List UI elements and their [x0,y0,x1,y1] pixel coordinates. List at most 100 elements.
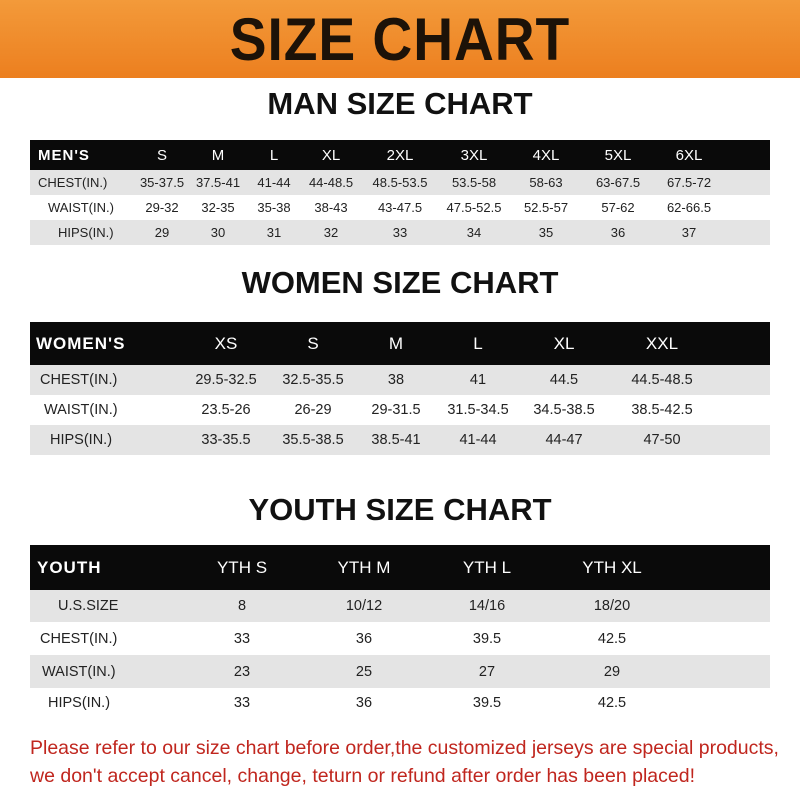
size-value: 44-47 [545,432,583,448]
measurement-label: HIPS(IN.) [50,432,113,448]
size-value: 35 [538,225,554,240]
table-row: CHEST(IN.) 29.5-32.5 32.5-35.5 38 41 44.5 44.5… [30,365,770,395]
size-column-header: 5XL [604,146,632,164]
size-value: 37.5-41 [195,175,241,190]
measurement-label: WAIST(IN.) [44,402,118,418]
size-value: 63-67.5 [595,175,641,190]
table-header-label: WOMEN'S [36,333,126,353]
size-value: 35-37.5 [139,175,185,190]
size-value: 33 [233,695,251,711]
size-column-header: M [388,333,404,353]
size-column-header: XS [214,333,238,353]
size-value: 33 [392,225,408,240]
size-column-header: 4XL [532,146,560,164]
table-row: CHEST(IN.) 35-37.5 37.5-41 41-44 44-48.5 48.5… [30,170,770,195]
size-value: 47-50 [643,432,681,448]
size-value: 48.5-53.5 [372,175,428,190]
size-value: 36 [610,225,626,240]
size-value: 58-63 [529,175,563,190]
size-value: 39.5 [472,630,502,647]
size-value: 23.5-26 [201,402,251,418]
size-column-header: XL [321,146,341,164]
notice-line-1: Please refer to our size chart before or… [30,737,779,759]
table-row: HIPS(IN.) 33 36 39.5 42.5 [30,688,770,718]
size-value: 43-47.5 [377,200,423,215]
size-column-header: 3XL [460,146,488,164]
size-column-header: YTH L [462,557,512,577]
size-value: 38.5-42.5 [631,402,693,418]
size-value: 29-32 [145,200,179,215]
size-value: 52.5-57 [523,200,569,215]
size-value: 27 [478,663,496,680]
size-value: 18/20 [593,598,631,614]
size-value: 26-29 [294,402,332,418]
measurement-label: CHEST(IN.) [40,630,118,647]
size-value: 38-43 [314,200,348,215]
table-row: CHEST(IN.) 33 36 39.5 42.5 [30,622,770,655]
size-value: 23 [233,663,251,680]
size-value: 35.5-38.5 [282,432,344,448]
size-value: 37 [681,225,697,240]
order-notice: Please refer to our size chart before or… [30,734,790,790]
women-section-title: WOMEN SIZE CHART [241,265,559,300]
size-value: 38 [387,372,405,388]
size-value: 29-31.5 [371,402,421,418]
size-value: 44.5-48.5 [631,372,693,388]
notice-line-2: we don't accept cancel, change, teturn o… [30,765,695,787]
measurement-label: CHEST(IN.) [38,175,108,190]
youth-size-table: YOUTH YTH S YTH M YTH L YTH XL U.S.SIZE 8 10/12… [30,545,770,718]
size-value: 32 [323,225,339,240]
table-header-row: WOMEN'S XS S M L XL XXL [30,322,770,365]
size-value: 34 [466,225,482,240]
size-value: 39.5 [472,695,502,711]
size-value: 62-66.5 [666,200,712,215]
size-value: 53.5-58 [451,175,497,190]
size-value: 41 [469,372,487,388]
size-value: 44.5 [549,372,579,388]
size-column-header: S [307,333,319,353]
size-value: 41-44 [257,175,291,190]
size-column-header: M [211,146,225,164]
size-value: 30 [210,225,226,240]
size-value: 47.5-52.5 [446,200,502,215]
size-value: 33-35.5 [201,432,251,448]
size-value: 29 [603,663,621,680]
size-column-header: YTH M [337,557,391,577]
size-value: 67.5-72 [666,175,712,190]
size-column-header: L [473,333,483,353]
size-value: 31 [266,225,282,240]
size-column-header: XL [553,333,575,353]
measurement-label: HIPS(IN.) [48,695,111,711]
table-header-row: YOUTH YTH S YTH M YTH L YTH XL [30,545,770,590]
size-value: 14/16 [468,598,506,614]
men-section-title: MAN SIZE CHART [267,86,533,121]
size-column-header: XXL [645,333,679,353]
measurement-label: HIPS(IN.) [58,225,114,240]
table-header-label: MEN'S [38,146,90,164]
table-row: U.S.SIZE 8 10/12 14/16 18/20 [30,590,770,622]
size-value: 25 [355,663,373,680]
table-row: WAIST(IN.) 23 25 27 29 [30,655,770,688]
size-value: 33 [233,630,251,647]
table-header-row: MEN'S S M L XL 2XL 3XL 4XL 5XL 6XL [30,140,770,170]
measurement-label: WAIST(IN.) [48,200,114,215]
size-value: 10/12 [345,598,383,614]
size-column-header: 2XL [386,146,414,164]
size-column-header: S [156,146,168,164]
table-row: HIPS(IN.) 29 30 31 32 33 34 35 36 37 [30,220,770,245]
banner-title: SIZE CHART [229,5,571,73]
size-value: 29 [154,225,170,240]
size-value: 34.5-38.5 [533,402,595,418]
size-value: 32.5-35.5 [282,372,344,388]
men-size-table: MEN'S S M L XL 2XL 3XL 4XL 5XL 6XL CHEST(IN.) 35-37… [30,140,770,245]
size-value: 42.5 [597,630,627,647]
size-chart-banner: SIZE CHART [0,0,800,78]
table-row: HIPS(IN.) 33-35.5 35.5-38.5 38.5-41 41-44 44-… [30,425,770,455]
size-value: 38.5-41 [371,432,421,448]
measurement-label: U.S.SIZE [58,598,119,614]
size-value: 42.5 [597,695,627,711]
measurement-label: WAIST(IN.) [42,663,116,680]
size-value: 31.5-34.5 [447,402,509,418]
youth-section-title: YOUTH SIZE CHART [248,492,552,527]
table-row: WAIST(IN.) 29-32 32-35 35-38 38-43 43-47.5 47.… [30,195,770,220]
